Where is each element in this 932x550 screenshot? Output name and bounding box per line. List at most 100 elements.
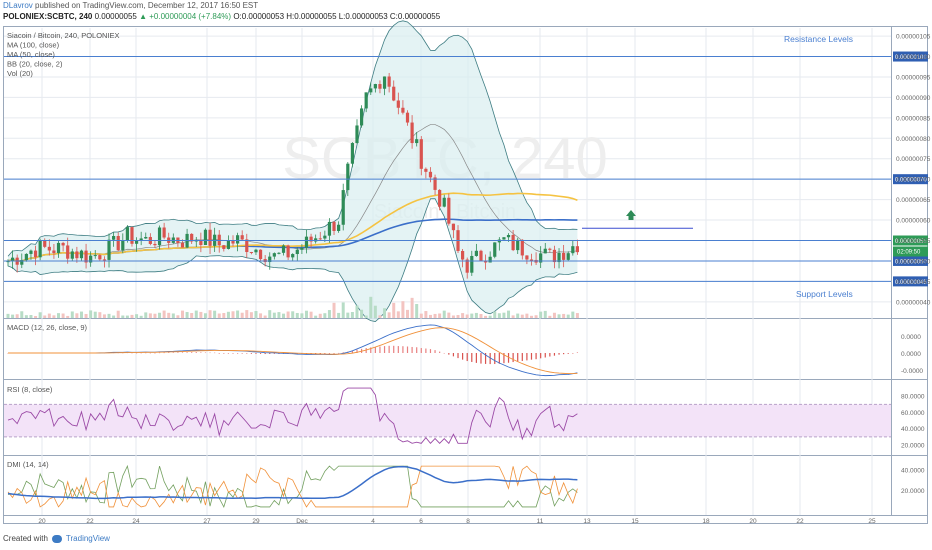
candle-body [268,256,272,263]
volume-bar [29,315,33,318]
macd-histogram-bar [484,353,487,364]
macd-histogram-bar [342,352,344,353]
volume-bar [47,313,51,318]
macd-histogram-bar [351,350,353,353]
candle-body [562,252,566,260]
volume-bar [488,315,492,318]
volume-bar [162,310,166,318]
x-tick-label: 13 [583,518,591,525]
candle-body [10,257,15,262]
candle-body [378,84,382,89]
candle-body [20,260,24,265]
volume-bar [502,312,506,318]
macd-histogram-bar [333,353,335,354]
macd-histogram-bar [255,353,257,354]
x-tick-label: 22 [796,518,804,525]
candle-body [286,245,290,258]
volume-bar [167,312,171,318]
price-label-tag [893,235,928,246]
volume-bar [208,310,212,318]
tradingview-link[interactable]: TradingView [65,534,110,543]
candle-body [29,250,33,254]
volume-bar [57,313,61,318]
price-label-text: 0.00000100 [895,55,927,61]
dmi-title: DMI (14, 14) [7,460,49,469]
candle-body [70,251,74,259]
ma50-line [7,192,578,262]
candle-body [401,107,405,113]
bollinger-lower [7,198,578,322]
macd-histogram-bar [563,353,565,355]
macd-histogram-bar [406,346,409,353]
candle-body [327,221,332,236]
candle-body [442,197,446,207]
volume-bar [139,315,143,318]
macd-histogram-bar [269,353,271,354]
volume-bar [203,313,207,318]
bollinger-band-fill [8,20,578,322]
candle-body [502,237,506,240]
candle-body [428,171,433,178]
volume-bar [318,313,322,318]
candle-body [245,239,249,253]
candle-body [433,177,437,190]
legend-item: Vol (20) [7,69,33,78]
macd-histogram-bar [370,347,372,353]
volume-bar [387,312,391,318]
candle-body [557,252,561,263]
candle-body [438,189,442,207]
volume-bar [470,313,474,318]
volume-bar [304,310,308,318]
volume-bar [15,314,19,318]
volume-bar [566,314,570,318]
price-label-tag [893,276,928,287]
volume-bar [84,313,88,318]
candle-body [56,242,61,254]
volume-bar [529,315,533,318]
candle-body [33,250,38,258]
macd-histogram-bar [223,353,225,354]
volume-bar [534,315,538,318]
volume-bar [355,305,359,318]
legend-item: MA (50, close) [7,50,55,59]
macd-histogram-bar [462,353,464,360]
volume-bar [465,314,469,318]
price-label-tag [893,51,928,62]
macd-histogram-bar [315,353,317,354]
candle-body [396,100,400,108]
candle-body [415,139,419,144]
candle-body [488,256,492,263]
volume-bar [295,312,299,318]
price-tick-label: 0.00000070 [896,177,931,184]
macd-histogram-bar [572,353,574,354]
macd-histogram-bar [558,353,560,355]
volume-bar [571,311,575,318]
volume-bar [507,310,511,318]
volume-bar [272,312,276,318]
macd-histogram-bar [457,353,459,359]
rsi-tick-label: 20.0000 [901,442,925,449]
author-link[interactable]: DLavrov [3,1,33,10]
volume-bar [461,313,465,318]
macd-histogram-bar [480,353,482,364]
candle-body [134,240,139,244]
volume-bar [116,310,120,318]
candle-body [272,253,276,257]
candle-body [369,88,373,93]
candle-body [470,255,474,273]
volume-bar [497,313,501,318]
macd-histogram-bar [425,348,427,353]
volume-bar [144,312,148,318]
volume-bar [520,314,524,318]
candle-body [38,240,42,258]
volume-bar [52,315,56,318]
macd-histogram-bar [494,353,496,365]
macd-histogram-bar [135,352,138,354]
rsi-tick-label: 80.0000 [901,394,925,401]
macd-histogram-bar [526,353,528,361]
candle-body [203,229,208,246]
volume-bar [11,314,15,318]
candle-body [249,252,253,254]
macd-histogram-bar [517,353,519,362]
